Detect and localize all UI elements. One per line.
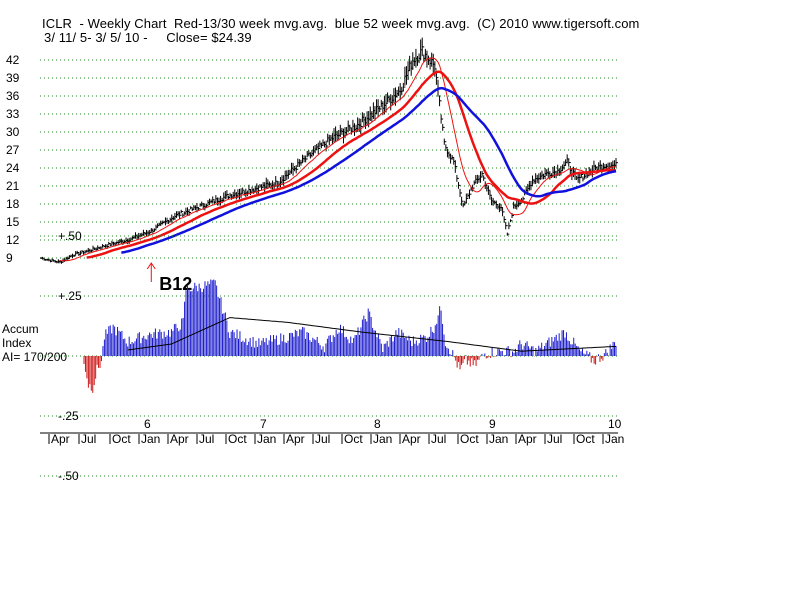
red-13-week-ma [59,57,617,262]
month-label: Apr [402,432,421,446]
year-label: 6 [144,417,151,431]
month-label: Jan [141,432,160,446]
price-tick-label: 42 [6,53,20,67]
accum-tick-label: +.50 [58,229,82,243]
signal-arrow-head [146,262,156,270]
year-label: 8 [374,417,381,431]
red-30-week-ma [86,70,616,259]
month-label: Apr [518,432,537,446]
month-label: Jul [431,432,446,446]
blue-52-week-ma [121,87,617,254]
signal-label: B12 [159,274,192,294]
accum-tick-label: -.50 [58,469,79,483]
price-tick-label: 33 [6,107,20,121]
month-label: Jan [373,432,392,446]
month-label: Apr [170,432,189,446]
price-tick-label: 36 [6,89,20,103]
accum-y-ticks: +.50 +.25 -.25 -.50 [58,229,82,483]
month-label: Oct [228,432,247,446]
accum-bars [83,279,617,393]
month-label: Jul [199,432,214,446]
b12-signal: B12 [146,262,192,294]
month-label: Apr [286,432,305,446]
accum-tick-label: +.25 [58,289,82,303]
price-tick-label: 18 [6,197,20,211]
price-tick-label: 21 [6,179,20,193]
month-label: Apr [51,432,70,446]
month-label: Jan [257,432,276,446]
price-y-ticks: 9 12 15 18 21 24 27 30 33 36 39 42 [6,53,20,265]
chart-header-title: ICLR - Weekly Chart Red-13/30 week mvg.a… [42,16,640,31]
chart-header-range: 3/ 11/ 5- 3/ 5/ 10 - Close= $24.39 [44,30,252,45]
year-label: 7 [260,417,267,431]
accum-ma-line [127,317,617,352]
month-label: Oct [576,432,595,446]
month-label: Oct [344,432,363,446]
price-grid [40,59,618,259]
accum-tick-label: -.25 [58,409,79,423]
price-tick-label: 12 [6,233,20,247]
accum-side-label: Accum Index AI= 170/200 [2,322,67,364]
year-label: 9 [489,417,496,431]
year-label: 10 [608,417,622,431]
month-label: Jul [315,432,330,446]
month-label: Jan [489,432,508,446]
price-tick-label: 27 [6,143,20,157]
month-label: Jul [547,432,562,446]
price-tick-label: 30 [6,125,20,139]
month-label: Oct [460,432,479,446]
month-label: Oct [112,432,131,446]
accum-label-1: Accum [2,322,39,336]
month-label: Jul [81,432,96,446]
accum-label-3: AI= 170/200 [2,350,68,364]
price-tick-label: 39 [6,71,20,85]
price-tick-label: 15 [6,215,20,229]
price-tick-label: 24 [6,161,20,175]
price-bars [40,37,618,264]
month-label: Jan [605,432,624,446]
accum-label-2: Index [2,336,32,350]
price-tick-label: 9 [6,251,13,265]
time-axis: Apr Jul Oct Jan Apr Jul Oct Jan Apr Jul Oct Jan Apr J… [40,417,624,446]
